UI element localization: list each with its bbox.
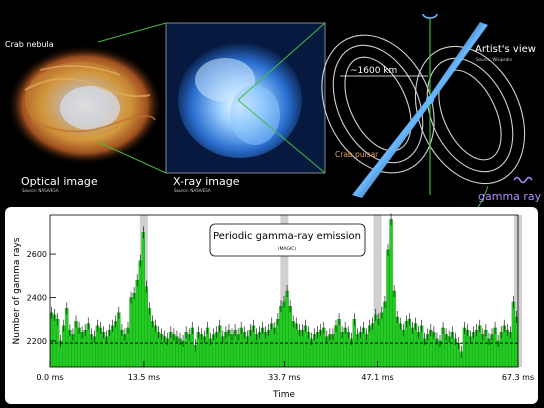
- bar: [386, 249, 390, 368]
- bar: [129, 297, 133, 368]
- crab-pulsar-label: Crab pulsar: [335, 150, 379, 159]
- bar: [150, 321, 155, 368]
- distance-label: ~1600 km: [350, 66, 398, 76]
- bar: [419, 325, 424, 368]
- rotation-arrow-icon: [422, 13, 438, 19]
- bar: [303, 325, 308, 368]
- bar: [288, 306, 292, 368]
- gamma-wave-icon: [513, 176, 533, 184]
- bar: [502, 325, 506, 368]
- bar: [251, 325, 256, 368]
- x-axis-label: Time: [272, 390, 295, 400]
- highlight-band: [373, 215, 382, 367]
- bar: [282, 301, 286, 368]
- x-tick-label: 0.0 ms: [36, 373, 63, 382]
- x-tick-label: 33.7 ms: [268, 373, 300, 382]
- y-tick-label: 2400: [27, 294, 47, 303]
- lower-beam: [352, 98, 432, 198]
- bar: [392, 290, 396, 368]
- bar: [144, 286, 149, 368]
- bar: [285, 290, 289, 368]
- optical-caption: Optical image: [21, 175, 98, 188]
- y-axis-label: Number of gamma rays: [12, 237, 22, 344]
- bar: [389, 219, 393, 368]
- bar: [367, 325, 372, 368]
- bar: [111, 325, 115, 368]
- artist-credit: Source: Wikipedia: [476, 57, 512, 62]
- top-illustration: [7, 13, 533, 207]
- gamma-ray-chart: 2200 2400 2600 0.0 ms 13.5 ms 33.7 ms 47.1 ms…: [12, 213, 534, 400]
- bar: [413, 323, 418, 368]
- bar: [380, 312, 384, 368]
- crab-nebula-optical-image: [7, 45, 163, 165]
- xray-credit: Source: NASA/ESA: [174, 188, 211, 193]
- bar: [49, 312, 54, 368]
- x-tick-label: 47.1 ms: [361, 373, 393, 382]
- bar: [334, 325, 338, 368]
- pulsar-artist-view: [321, 13, 533, 198]
- bar: [153, 325, 158, 368]
- bar: [138, 260, 142, 368]
- y-tick-label: 2200: [27, 337, 47, 346]
- y-tick-label: 2600: [27, 250, 47, 259]
- bar: [218, 325, 222, 368]
- chart-panel: 2200 2400 2600 0.0 ms 13.5 ms 33.7 ms 47.1 ms…: [5, 207, 538, 404]
- xray-caption: X-ray image: [173, 175, 240, 188]
- bar: [132, 293, 136, 368]
- bar: [383, 301, 387, 368]
- bar: [478, 325, 482, 368]
- bar: [62, 325, 66, 368]
- bar: [86, 323, 90, 368]
- x-tick-label: 13.5 ms: [128, 373, 160, 382]
- upper-beam: [428, 22, 488, 102]
- bar: [114, 321, 118, 368]
- bar: [270, 323, 274, 368]
- bar: [294, 323, 298, 368]
- crab-nebula-label: Crab nebula: [5, 40, 54, 49]
- bar: [404, 321, 409, 368]
- bar: [141, 232, 145, 368]
- x-tick-label: 67.3 ms: [502, 373, 534, 382]
- connector-lines: [97, 22, 489, 207]
- artist-caption: Artist's view: [475, 44, 536, 55]
- bar: [371, 323, 375, 368]
- optical-credit: Source: NASA/ESA: [22, 188, 59, 193]
- pulsar-star: [426, 96, 434, 104]
- bar: [511, 301, 516, 368]
- bar: [398, 323, 402, 368]
- bar: [514, 316, 519, 368]
- bar: [65, 308, 69, 368]
- bar: [74, 321, 78, 368]
- chart-title-box: [209, 223, 366, 257]
- highlight-band: [280, 215, 289, 367]
- bar: [374, 314, 378, 368]
- crab-nebula-xray-image: [165, 22, 326, 174]
- bar: [279, 306, 283, 368]
- bar: [291, 321, 295, 368]
- bar: [117, 312, 121, 368]
- bar: [135, 279, 139, 368]
- chart-subtitle: (MAGIC): [278, 246, 297, 252]
- bar: [95, 325, 100, 368]
- gamma-ray-label: gamma ray: [478, 190, 542, 203]
- bar: [147, 308, 152, 368]
- bar: [395, 316, 399, 368]
- chart-title: Periodic gamma-ray emission: [213, 231, 361, 242]
